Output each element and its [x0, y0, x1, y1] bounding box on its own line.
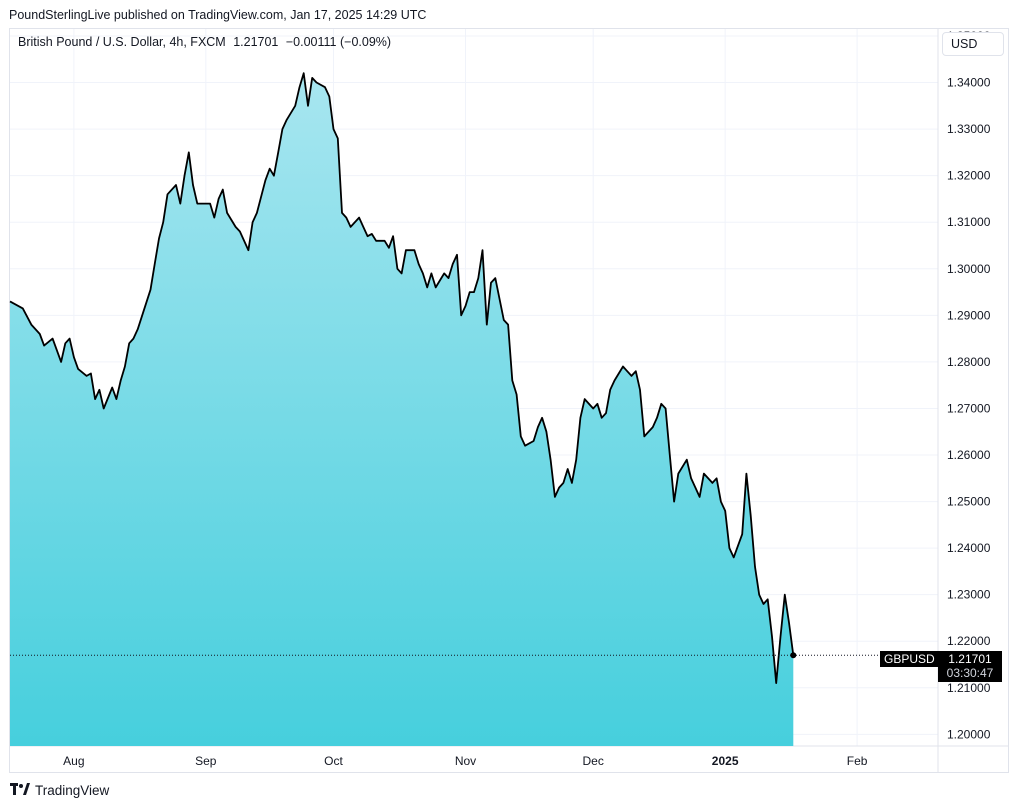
price-line [9, 72, 795, 684]
area-fill [10, 73, 794, 746]
legend-change: −0.00111 (−0.09%) [285, 35, 392, 49]
last-price-label: 1.21701 03:30:47 [938, 651, 1002, 682]
x-axis-ticks: Aug Sep Oct Nov Dec 2025 Feb [63, 754, 868, 768]
symbol-price-tag: GBPUSD [880, 651, 939, 667]
y-tick-label: 1.33000 [947, 122, 991, 136]
publisher-caption: PoundSterlingLive published on TradingVi… [9, 8, 427, 22]
tradingview-logo-icon [10, 783, 30, 798]
x-tick-label: Nov [455, 754, 476, 768]
y-tick-label: 1.30000 [947, 262, 991, 276]
y-tick-label: 1.31000 [947, 215, 991, 229]
y-tick-label: 1.26000 [947, 448, 991, 462]
chart-frame [9, 28, 1009, 773]
series-gbpusd [9, 72, 938, 746]
y-tick-label: 1.29000 [947, 308, 991, 322]
x-tick-label: 2025 [712, 754, 739, 768]
y-tick-label: 1.24000 [947, 541, 991, 555]
x-tick-label: Feb [847, 754, 868, 768]
x-tick-label: Aug [63, 754, 84, 768]
last-price-value: 1.21701 [948, 652, 992, 666]
tradingview-wordmark: TradingView [35, 783, 110, 798]
y-tick-label: 1.28000 [947, 355, 991, 369]
y-axis-ticks: 1.20000 1.21000 1.22000 1.23000 1.24000 1.250… [947, 29, 991, 741]
y-tick-label: 1.22000 [947, 634, 991, 648]
legend-symbol: British Pound / U.S. Dollar, 4h, FXCM [18, 35, 226, 49]
x-tick-label: Oct [324, 754, 343, 768]
y-tick-label: 1.20000 [947, 727, 991, 741]
bar-countdown: 03:30:47 [946, 666, 994, 680]
y-tick-label: 1.27000 [947, 401, 991, 415]
y-tick-label: 1.21000 [947, 681, 991, 695]
y-tick-label: 1.25000 [947, 495, 991, 509]
x-tick-label: Dec [583, 754, 604, 768]
tradingview-brand[interactable]: TradingView [10, 783, 109, 798]
y-tick-label: 1.34000 [947, 76, 991, 90]
last-price-dot [790, 652, 797, 659]
chart-legend[interactable]: British Pound / U.S. Dollar, 4h, FXCM 1.… [18, 35, 395, 49]
y-tick-label: 1.32000 [947, 169, 991, 183]
currency-button[interactable]: USD [942, 32, 1004, 56]
legend-last-price: 1.21701 [233, 35, 279, 49]
y-tick-label: 1.23000 [947, 588, 991, 602]
x-tick-label: Sep [195, 754, 217, 768]
gbpusd-area-chart[interactable]: 1.20000 1.21000 1.22000 1.23000 1.24000 1.250… [0, 0, 1020, 775]
